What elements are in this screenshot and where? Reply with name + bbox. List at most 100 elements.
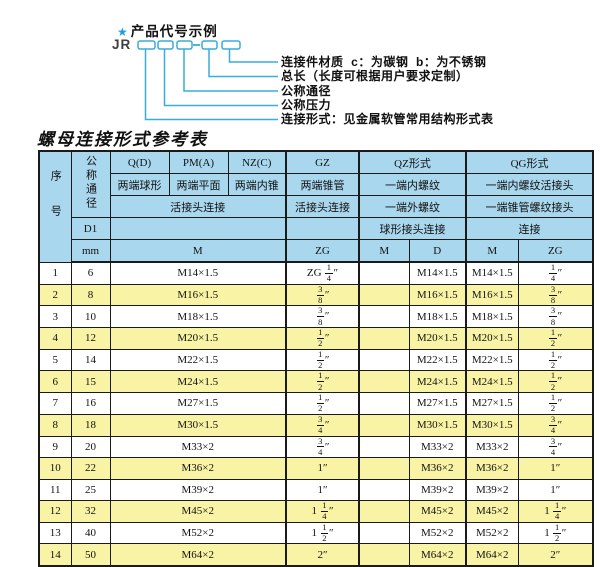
cell-dn: 20 xyxy=(70,435,111,459)
cell-dn: 25 xyxy=(70,478,111,501)
cell-dn: 10 xyxy=(70,305,111,329)
header-row-4: D1 球形接头连接 连接 xyxy=(39,217,594,240)
table-row: 5 14 M22×1.5 1 2 ″ M22×1.5 M22×1.5 1 2 ″ xyxy=(38,348,594,372)
cell-dn: 50 xyxy=(70,543,111,567)
cell-qg-zg: 1 4 ″ xyxy=(517,261,594,285)
cell-qz-m xyxy=(358,435,410,459)
cell-no: 14 xyxy=(38,543,72,567)
cell-qg-m: M16×1.5 xyxy=(465,283,519,307)
header-col-q: Q(D) xyxy=(109,150,170,174)
diagram-label-nominal-pressure: 公称压力 xyxy=(281,98,332,112)
header-union-conn: 活接头连接 xyxy=(109,195,287,218)
header-qz-desc1: 一端内螺纹 xyxy=(357,173,467,196)
cell-dn: 32 xyxy=(70,499,111,523)
cell-no: 1 xyxy=(38,261,72,285)
header-q-desc: 两端球形 xyxy=(109,173,170,196)
code-diagram-connector-lines xyxy=(137,40,278,121)
table-row: 12 32 M45×2 1 1 4 ″ M45×2 M45×2 1 1 4 ″ xyxy=(38,499,594,523)
table-title: 螺母连接形式参考表 xyxy=(37,130,208,149)
cell-dn: 15 xyxy=(70,370,111,394)
cell-qg-m: M14×1.5 xyxy=(465,261,519,285)
cell-qg-m: M45×2 xyxy=(465,499,519,523)
table-row: 9 20 M33×2 3 4 ″ M33×2 M33×2 3 4 ″ xyxy=(38,435,594,459)
header-col-gz: GZ xyxy=(285,150,360,174)
cell-qz-m xyxy=(358,543,410,567)
header-row-3: 活接头连接 活接头连接 一端外螺纹 一端锥管螺纹接头 xyxy=(39,195,594,218)
cell-zg: 1 2 ″ xyxy=(285,392,360,415)
cell-zg: 1 1 4 ″ xyxy=(285,499,360,523)
cell-no: 13 xyxy=(38,521,72,545)
cell-zg: 1″ xyxy=(285,478,360,501)
cell-qg-m: M33×2 xyxy=(465,435,519,459)
cell-qz-d: M36×2 xyxy=(408,457,467,480)
product-code-heading: ★ 产品代号示例 xyxy=(117,20,218,40)
cell-qg-m: M18×1.5 xyxy=(465,305,519,329)
cell-qg-zg: 1 1 2 ″ xyxy=(517,521,594,545)
header-empty-gz xyxy=(285,217,360,240)
table-row: 3 10 M18×1.5 3 8 ″ M18×1.5 M18×1.5 3 8 ″ xyxy=(38,305,594,329)
table-header: 序号 公称通径 Q(D) PM(A) NZ(C) GZ QZ形式 QG形式 两端… xyxy=(38,150,594,263)
table-row: 11 25 M39×2 1″ M39×2 M39×2 1″ xyxy=(38,478,594,501)
code-box-1 xyxy=(137,40,156,50)
code-box-3 xyxy=(176,40,193,50)
cell-zg: 1 2 ″ xyxy=(285,370,360,394)
cell-m: M24×1.5 xyxy=(109,370,287,394)
diagram-label-connection-type: 连接形式：见金属软管常用结构形式表 xyxy=(281,112,494,126)
cell-qg-m: M64×2 xyxy=(465,543,519,567)
cell-zg: ZG 1 4 ″ xyxy=(285,261,360,285)
nut-connection-table: 序号 公称通径 Q(D) PM(A) NZ(C) GZ QZ形式 QG形式 两端… xyxy=(38,150,595,567)
cell-qz-d: M20×1.5 xyxy=(408,327,467,350)
connector-line-2 xyxy=(208,49,278,78)
header-col-qz: QZ形式 xyxy=(357,150,467,174)
cell-qg-m: M52×2 xyxy=(465,521,519,545)
cell-zg: 2″ xyxy=(285,543,360,567)
cell-qg-m: M24×1.5 xyxy=(465,370,519,394)
header-pm-desc: 两端平面 xyxy=(168,173,229,196)
header-nz-desc: 两端内锥 xyxy=(227,173,287,196)
cell-qg-zg: 1 2 ″ xyxy=(517,327,594,350)
cell-qg-m: M27×1.5 xyxy=(465,392,519,415)
cell-qz-d: M24×1.5 xyxy=(408,370,467,394)
cell-m: M33×2 xyxy=(109,435,287,459)
cell-qz-m xyxy=(358,521,410,545)
cell-qz-m xyxy=(358,261,410,285)
cell-qg-zg: 3 8 ″ xyxy=(517,305,594,329)
cell-qz-d: M52×2 xyxy=(408,521,467,545)
cell-qg-m: M39×2 xyxy=(465,478,519,501)
header-empty-left xyxy=(109,217,287,240)
cell-qg-zg: 1 1 4 ″ xyxy=(517,499,594,523)
table-body: 1 6 M14×1.5 ZG 1 4 ″ M14×1.5 M14×1.5 1 4 ″ 2 8 M16×1.… xyxy=(38,261,594,567)
cell-zg: 3 4 ″ xyxy=(285,435,360,459)
header-row-1: 序号 公称通径 Q(D) PM(A) NZ(C) GZ QZ形式 QG形式 xyxy=(38,150,594,263)
cell-qz-d: M14×1.5 xyxy=(408,261,467,285)
table-row: 2 8 M16×1.5 3 8 ″ M16×1.5 M16×1.5 3 8 ″ xyxy=(38,283,594,307)
cell-no: 7 xyxy=(38,392,72,415)
header-zg-main: ZG xyxy=(285,239,360,263)
cell-qg-zg: 1 2 ″ xyxy=(517,370,594,394)
code-box-2 xyxy=(157,40,174,50)
cell-no: 5 xyxy=(38,348,72,372)
cell-no: 6 xyxy=(38,370,72,394)
cell-no: 9 xyxy=(38,435,72,459)
cell-qg-zg: 1″ xyxy=(517,478,594,501)
cell-qz-d: M16×1.5 xyxy=(408,283,467,307)
cell-no: 12 xyxy=(38,499,72,523)
table-row: 10 22 M36×2 1″ M36×2 M36×2 1″ xyxy=(38,457,594,480)
table-row: 1 6 M14×1.5 ZG 1 4 ″ M14×1.5 M14×1.5 1 4 ″ xyxy=(38,261,594,285)
cell-m: M36×2 xyxy=(109,457,287,480)
diagram-label-nominal-diameter: 公称通径 xyxy=(281,84,332,98)
cell-m: M39×2 xyxy=(109,478,287,501)
header-col-qg: QG形式 xyxy=(465,150,594,174)
header-qg-m: M xyxy=(465,239,519,263)
cell-dn: 18 xyxy=(70,413,111,437)
cell-qz-m xyxy=(358,392,410,415)
header-qg-zg: ZG xyxy=(517,239,594,263)
cell-m: M52×2 xyxy=(109,521,287,545)
table-row: 4 12 M20×1.5 1 2 ″ M20×1.5 M20×1.5 1 2 ″ xyxy=(38,327,594,350)
cell-qg-zg: 1″ xyxy=(517,457,594,480)
cell-qg-m: M36×2 xyxy=(465,457,519,480)
cell-no: 3 xyxy=(38,305,72,329)
header-gz-conn: 活接头连接 xyxy=(285,195,360,218)
cell-qz-m xyxy=(358,305,410,329)
cell-dn: 14 xyxy=(70,348,111,372)
